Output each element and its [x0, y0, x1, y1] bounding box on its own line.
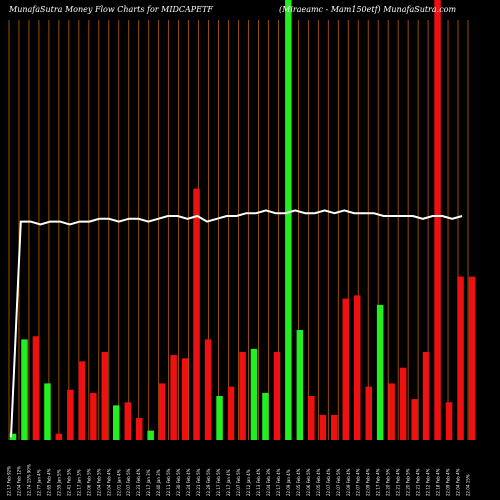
bar — [239, 352, 246, 440]
bar — [422, 352, 430, 440]
x-tick-label: 22.12 Feb 4% — [426, 468, 431, 496]
bar — [468, 276, 476, 440]
bar — [285, 0, 292, 440]
x-tick-label: 22.04 Feb 4% — [456, 468, 461, 496]
bar — [55, 433, 63, 440]
bar — [32, 336, 40, 440]
bar — [388, 383, 395, 440]
x-tick-label: 22.04 Feb 4% — [106, 468, 111, 496]
bar — [354, 295, 361, 440]
x-tick-label: 22.13 Feb 4% — [256, 468, 261, 496]
x-tick-label: 22.17 Jan 3% — [146, 469, 151, 496]
x-tick-label: 22.30 Feb 5% — [176, 468, 181, 496]
bar — [319, 414, 327, 440]
x-tick-label: 22.41 Feb 5% — [66, 468, 71, 496]
bar — [44, 383, 51, 440]
bar — [67, 389, 74, 440]
x-tick-label: 22.40 Jan 3% — [156, 469, 161, 496]
bar — [101, 352, 108, 440]
x-tick-label: 22.01 Jan 4% — [116, 469, 121, 496]
bar — [170, 355, 177, 440]
x-tick-label: 22.29 Feb 5% — [206, 468, 211, 496]
x-tick-label: 22.04 Feb 3% — [266, 468, 271, 496]
x-tick-label: 22.04 Feb 5% — [96, 468, 101, 496]
x-tick-label: 22.17 Feb 92% — [7, 466, 12, 496]
bar — [78, 361, 86, 440]
x-tick-label: 22.20 Feb 5% — [386, 468, 391, 496]
x-tick-label: 22.21 Feb 5% — [196, 468, 201, 496]
x-tick-label: 22.21 Feb 4% — [396, 468, 401, 496]
bar — [376, 304, 384, 440]
bar — [365, 386, 372, 440]
x-tick-label: 22.07 Feb 5% — [126, 468, 131, 496]
bar — [90, 392, 97, 440]
bar — [113, 405, 120, 440]
x-tick-label: 22.17 Jan 4% — [226, 469, 231, 496]
x-tick-label: 22.17 Feb 4% — [376, 468, 381, 496]
x-tick-label: 22.77 Jan 4% — [36, 469, 41, 496]
x-tick-label: 22.55 Jan 5% — [56, 469, 61, 496]
chart-title-right: (Miraeamc - Mam150etf) MunafaSutra.com — [279, 5, 456, 14]
x-axis-ticks: 22.17 Feb 92% 22.04 Feb 12% 22.74 15% 90% 2… — [7, 464, 471, 496]
x-tick-label: 22.12 Jan 4% — [246, 469, 251, 496]
x-tick-label: 22.07 Feb 4% — [326, 468, 331, 496]
bar — [181, 358, 189, 440]
x-tick-label: 22.24 Feb 4% — [186, 468, 191, 496]
bar — [445, 402, 453, 440]
x-tick-label: 22.09 Jan 4% — [286, 469, 291, 496]
bar — [158, 383, 166, 440]
bar — [342, 298, 349, 440]
x-tick-label: 22.07 Feb 4% — [356, 468, 361, 496]
bar — [308, 396, 315, 440]
bar — [457, 276, 464, 440]
x-tick-label: 22.17 Feb 5% — [216, 468, 221, 496]
x-tick-label: 22.65 Feb 4% — [46, 468, 51, 496]
x-tick-label: 22.17 Feb 4% — [276, 468, 281, 496]
bar — [216, 396, 223, 440]
x-tick-label: 22.04 Feb 12% — [16, 466, 21, 496]
x-tick-label: 22.04 15% — [466, 474, 471, 496]
x-tick-label: 22.06 Feb 5% — [306, 468, 311, 496]
x-tick-label: 22.06 Feb 5% — [86, 468, 91, 496]
bar — [136, 418, 143, 440]
bar — [411, 399, 418, 440]
x-tick-label: 22.20 Feb 5% — [406, 468, 411, 496]
bar — [273, 352, 281, 440]
x-tick-label: 22.09 Feb 4% — [446, 468, 451, 496]
x-tick-label: 22.18 Feb 4% — [436, 468, 441, 496]
x-tick-label: 22.23 Feb 4% — [136, 468, 141, 496]
bar-series — [9, 0, 476, 440]
chart-title-left: MunafaSutra Money Flow Charts for MIDCAP… — [8, 5, 213, 14]
bar — [21, 339, 28, 440]
bar — [296, 330, 304, 440]
bar — [331, 414, 338, 440]
bar — [193, 188, 200, 440]
x-tick-label: 22.07 Feb 5% — [236, 468, 241, 496]
bar — [204, 339, 212, 440]
money-flow-line — [10, 209, 463, 438]
x-tick-label: 22.11 Feb 5% — [166, 468, 171, 496]
bar — [434, 0, 441, 440]
x-tick-label: 22.21 Feb 4% — [416, 468, 421, 496]
bar — [9, 433, 17, 440]
bar — [147, 430, 154, 440]
x-tick-label: 22.74 15% 90% — [26, 464, 31, 496]
x-tick-label: 22.09 Feb 4% — [346, 468, 351, 496]
x-tick-label: 22.09 Feb 4% — [366, 468, 371, 496]
x-tick-label: 22.07 Feb 5% — [336, 468, 341, 496]
bar — [399, 367, 407, 440]
bar — [227, 386, 235, 440]
bar — [262, 392, 269, 440]
x-tick-label: 22.17 Jan 3% — [76, 469, 81, 496]
bar — [250, 348, 258, 440]
x-tick-label: 22.05 Feb 4% — [316, 468, 321, 496]
x-tick-label: 22.05 Feb 4% — [296, 468, 301, 496]
bar — [124, 402, 131, 440]
